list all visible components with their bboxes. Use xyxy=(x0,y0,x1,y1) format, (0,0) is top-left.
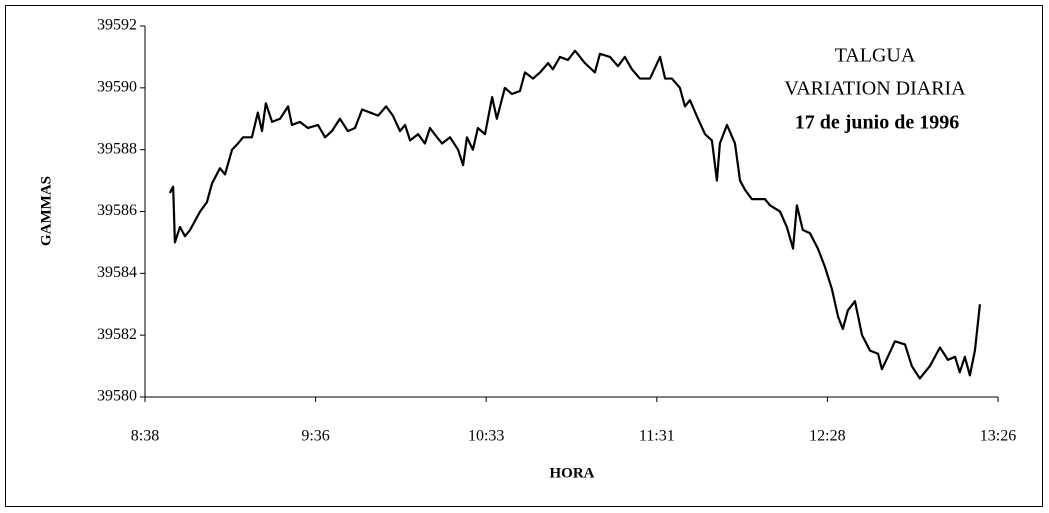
x-tick-label: 12:28 xyxy=(809,428,845,445)
x-tick-label: 13:26 xyxy=(980,428,1016,445)
y-tick-label: 39586 xyxy=(97,202,137,219)
x-tick-label: 8:38 xyxy=(131,428,159,445)
data-line xyxy=(168,49,982,380)
x-tick-label: 11:31 xyxy=(639,428,675,445)
y-tick-label: 39582 xyxy=(97,326,137,343)
chart-title: 17 de junio de 1996 xyxy=(795,112,959,134)
frame xyxy=(5,5,1043,507)
chart-title: TALGUA xyxy=(835,45,916,67)
y-tick-label: 39590 xyxy=(97,79,137,96)
x-tick-label: 9:36 xyxy=(301,428,329,445)
y-tick-label: 39588 xyxy=(97,140,137,157)
x-axis-label: HORA xyxy=(550,465,595,481)
chart-title: VARIATION DIARIA xyxy=(784,78,966,100)
y-tick-label: 39592 xyxy=(97,17,137,34)
x-tick-label: 10:33 xyxy=(468,428,504,445)
y-tick-label: 39580 xyxy=(97,388,137,405)
y-axis-label: GAMMAS xyxy=(38,176,54,246)
y-tick-label: 39584 xyxy=(97,264,137,281)
